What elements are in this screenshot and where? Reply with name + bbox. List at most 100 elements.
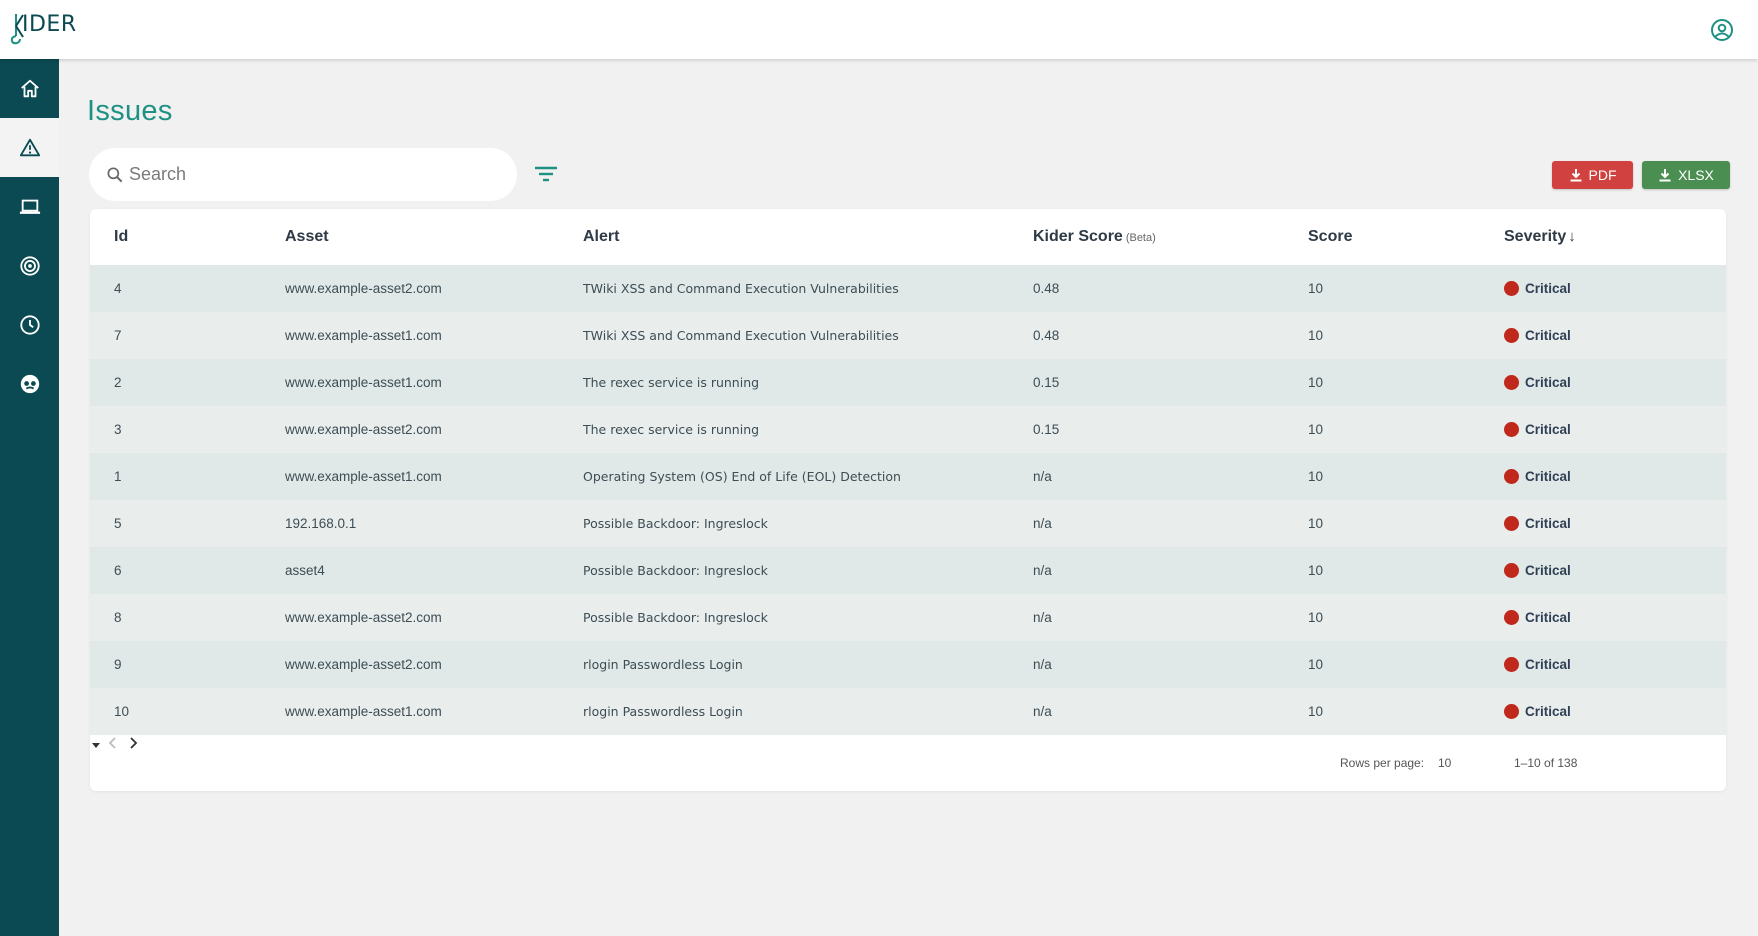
- severity-text: Critical: [1525, 610, 1571, 625]
- sidebar-item-home[interactable]: [0, 59, 59, 118]
- download-icon: [1570, 169, 1581, 182]
- table-row[interactable]: 6 asset4 Possible Backdoor: Ingreslock n…: [90, 547, 1726, 594]
- cell-severity: Critical: [1504, 641, 1571, 688]
- logo-mark-icon: [10, 14, 24, 45]
- warning-icon: [19, 138, 40, 156]
- column-header-kider-score[interactable]: Kider Score (Beta): [1033, 209, 1156, 265]
- sidebar-item-incognito[interactable]: [0, 354, 59, 413]
- cell-kider-score: 0.15: [1033, 375, 1060, 390]
- export-pdf-button[interactable]: PDF: [1552, 161, 1633, 189]
- search-icon: [107, 167, 123, 182]
- column-header-severity[interactable]: Severity ↓: [1504, 209, 1576, 265]
- cell-asset: www.example-asset2.com: [285, 610, 442, 625]
- sidebar-item-assets[interactable]: [0, 177, 59, 236]
- sidebar-item-history[interactable]: [0, 295, 59, 354]
- download-icon: [1659, 169, 1671, 182]
- critical-dot-icon: [1504, 657, 1519, 672]
- table-row[interactable]: 1 www.example-asset1.com Operating Syste…: [90, 453, 1726, 500]
- critical-dot-icon: [1504, 375, 1519, 390]
- filter-icon[interactable]: [533, 162, 559, 186]
- cell-id: 7: [114, 328, 122, 343]
- cell-id: 9: [114, 657, 122, 672]
- cell-severity: Critical: [1504, 312, 1571, 359]
- table-row[interactable]: 5 192.168.0.1 Possible Backdoor: Ingresl…: [90, 500, 1726, 547]
- cell-asset: www.example-asset2.com: [285, 422, 442, 437]
- severity-text: Critical: [1525, 281, 1571, 296]
- search-input[interactable]: [129, 164, 499, 185]
- severity-label: Severity: [1504, 228, 1567, 245]
- table-row[interactable]: 7 www.example-asset1.com TWiki XSS and C…: [90, 312, 1726, 359]
- cell-alert: TWiki XSS and Command Execution Vulnerab…: [583, 328, 899, 343]
- column-header-alert[interactable]: Alert: [583, 228, 620, 245]
- cell-severity: Critical: [1504, 547, 1571, 594]
- cell-severity: Critical: [1504, 688, 1571, 735]
- critical-dot-icon: [1504, 610, 1519, 625]
- table-row[interactable]: 10 www.example-asset1.com rlogin Passwor…: [90, 688, 1726, 735]
- severity-text: Critical: [1525, 657, 1571, 672]
- rows-per-page-label: Rows per page:: [1340, 756, 1425, 770]
- cell-score: 10: [1308, 328, 1324, 343]
- cell-asset: www.example-asset2.com: [285, 281, 442, 296]
- severity-text: Critical: [1525, 469, 1571, 484]
- sidebar-item-targets[interactable]: [0, 236, 59, 295]
- cell-kider-score: 0.48: [1033, 328, 1060, 343]
- dropdown-caret-icon[interactable]: [90, 739, 102, 751]
- kider-logo[interactable]: IDER: [10, 10, 77, 46]
- kider-score-label: Kider Score: [1033, 228, 1123, 245]
- target-icon: [19, 255, 40, 276]
- search-box[interactable]: [89, 148, 517, 201]
- severity-text: Critical: [1525, 516, 1571, 531]
- sidebar: [0, 59, 59, 936]
- critical-dot-icon: [1504, 422, 1519, 437]
- issues-table: Id Asset Alert Kider Score (Beta) Score S…: [90, 209, 1726, 791]
- table-row[interactable]: 8 www.example-asset2.com Possible Backdo…: [90, 594, 1726, 641]
- cell-id: 2: [114, 375, 122, 390]
- cell-kider-score: n/a: [1033, 563, 1052, 578]
- column-header-score[interactable]: Score: [1308, 228, 1353, 245]
- critical-dot-icon: [1504, 516, 1519, 531]
- laptop-icon: [19, 199, 40, 214]
- cell-id: 8: [114, 610, 122, 625]
- user-account-icon[interactable]: [1710, 18, 1734, 42]
- table-row[interactable]: 4 www.example-asset2.com TWiki XSS and C…: [90, 265, 1726, 312]
- table-row[interactable]: 3 www.example-asset2.com The rexec servi…: [90, 406, 1726, 453]
- cell-kider-score: n/a: [1033, 657, 1052, 672]
- previous-page-button[interactable]: [105, 735, 121, 751]
- cell-id: 10: [114, 704, 130, 719]
- sort-descending-icon: ↓: [1568, 228, 1576, 245]
- xlsx-label: XLSX: [1678, 167, 1714, 183]
- critical-dot-icon: [1504, 328, 1519, 343]
- cell-asset: www.example-asset1.com: [285, 704, 442, 719]
- cell-kider-score: 0.48: [1033, 281, 1060, 296]
- rows-per-page-select[interactable]: 10: [1438, 756, 1452, 770]
- sidebar-item-issues[interactable]: [0, 118, 59, 177]
- home-icon: [20, 79, 39, 97]
- cell-score: 10: [1308, 610, 1324, 625]
- cell-kider-score: n/a: [1033, 610, 1052, 625]
- cell-asset: www.example-asset1.com: [285, 375, 442, 390]
- cell-severity: Critical: [1504, 359, 1571, 406]
- column-header-asset[interactable]: Asset: [285, 228, 329, 245]
- cell-asset: 192.168.0.1: [285, 516, 357, 531]
- pagination: Rows per page: 10 1–10 of 138: [90, 735, 1726, 791]
- cell-alert: Possible Backdoor: Ingreslock: [583, 610, 768, 625]
- critical-dot-icon: [1504, 563, 1519, 578]
- cell-asset: asset4: [285, 563, 325, 578]
- top-bar: IDER: [0, 0, 1758, 59]
- cell-score: 10: [1308, 516, 1324, 531]
- export-xlsx-button[interactable]: XLSX: [1642, 161, 1730, 189]
- cell-score: 10: [1308, 281, 1324, 296]
- cell-severity: Critical: [1504, 453, 1571, 500]
- cell-alert: TWiki XSS and Command Execution Vulnerab…: [583, 281, 899, 296]
- cell-severity: Critical: [1504, 406, 1571, 453]
- cell-id: 3: [114, 422, 122, 437]
- critical-dot-icon: [1504, 469, 1519, 484]
- next-page-button[interactable]: [125, 735, 141, 751]
- column-header-id[interactable]: Id: [114, 228, 129, 245]
- table-row[interactable]: 2 www.example-asset1.com The rexec servi…: [90, 359, 1726, 406]
- critical-dot-icon: [1504, 704, 1519, 719]
- table-row[interactable]: 9 www.example-asset2.com rlogin Password…: [90, 641, 1726, 688]
- table-header: Id Asset Alert Kider Score (Beta) Score S…: [90, 209, 1726, 265]
- logo-text: IDER: [22, 12, 77, 37]
- critical-dot-icon: [1504, 281, 1519, 296]
